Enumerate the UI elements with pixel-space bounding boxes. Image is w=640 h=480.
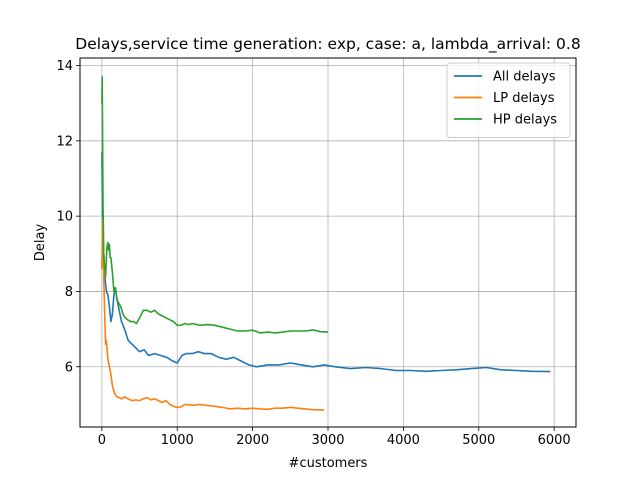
y-tick-label: 6 <box>65 360 73 375</box>
y-tick-label: 8 <box>65 285 73 300</box>
series-line-hp-delays <box>101 76 329 334</box>
series-lines <box>101 76 551 411</box>
series-line-lp-delays <box>101 219 325 411</box>
legend-label-lp-delays: LP delays <box>493 91 555 106</box>
chart-title: Delays,service time generation: exp, cas… <box>75 35 580 54</box>
y-tick-label: 10 <box>56 210 73 225</box>
x-tick-label: 2000 <box>236 433 269 448</box>
x-tick-label: 0 <box>98 433 106 448</box>
axis-ticks: 0 1000 2000 3000 4000 5000 6000 6 8 10 12 14 <box>56 59 570 448</box>
y-axis-label: Delay <box>33 224 48 262</box>
x-axis-label: #customers <box>289 456 368 471</box>
legend-label-hp-delays: HP delays <box>493 113 557 128</box>
series-line-all-delays <box>101 152 551 373</box>
x-tick-label: 5000 <box>462 433 495 448</box>
x-tick-label: 3000 <box>311 433 344 448</box>
y-tick-label: 12 <box>56 134 73 149</box>
x-tick-label: 4000 <box>387 433 420 448</box>
x-tick-label: 6000 <box>538 433 571 448</box>
grid-layer <box>80 58 576 427</box>
legend-label-all-delays: All delays <box>493 70 556 85</box>
y-tick-label: 14 <box>56 59 73 74</box>
legend: All delays LP delays HP delays <box>446 62 571 138</box>
x-tick-label: 1000 <box>161 433 194 448</box>
